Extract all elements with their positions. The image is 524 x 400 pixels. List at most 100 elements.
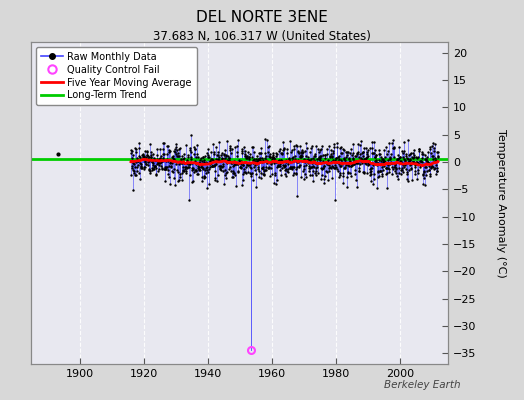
Point — [179, 167, 187, 174]
Point — [253, 152, 261, 159]
Point — [235, 160, 244, 166]
Point — [184, 164, 193, 170]
Point — [163, 164, 171, 170]
Point — [368, 150, 376, 156]
Point — [332, 154, 340, 161]
Point — [221, 167, 230, 173]
Point — [284, 169, 292, 175]
Point — [264, 149, 272, 155]
Point — [321, 152, 329, 159]
Point — [274, 163, 282, 169]
Point — [259, 166, 267, 172]
Point — [365, 168, 374, 175]
Point — [406, 151, 414, 157]
Point — [129, 168, 138, 174]
Point — [285, 156, 293, 162]
Point — [194, 164, 202, 171]
Point — [166, 181, 174, 188]
Point — [199, 154, 208, 160]
Point — [141, 148, 149, 154]
Point — [240, 144, 248, 150]
Point — [281, 173, 290, 180]
Point — [232, 159, 241, 166]
Point — [374, 168, 382, 174]
Point — [368, 150, 377, 157]
Point — [385, 169, 394, 176]
Point — [385, 140, 393, 146]
Point — [422, 172, 430, 178]
Point — [202, 170, 210, 176]
Point — [253, 159, 261, 165]
Point — [312, 172, 320, 178]
Point — [166, 160, 174, 166]
Point — [303, 157, 311, 163]
Point — [347, 146, 356, 152]
Point — [150, 157, 159, 163]
Point — [322, 167, 330, 174]
Point — [269, 154, 277, 160]
Point — [134, 162, 142, 169]
Point — [331, 162, 340, 168]
Point — [409, 149, 417, 156]
Point — [181, 164, 189, 170]
Point — [268, 156, 277, 162]
Point — [132, 149, 140, 155]
Point — [160, 166, 169, 172]
Point — [383, 170, 391, 176]
Point — [181, 168, 190, 174]
Point — [197, 154, 205, 161]
Point — [232, 161, 240, 168]
Point — [281, 167, 290, 173]
Point — [415, 146, 423, 152]
Point — [386, 155, 394, 162]
Point — [136, 160, 144, 166]
Point — [323, 159, 332, 165]
Point — [405, 159, 413, 165]
Point — [359, 169, 367, 175]
Point — [319, 152, 328, 158]
Point — [234, 168, 242, 175]
Point — [403, 168, 412, 175]
Point — [246, 160, 254, 167]
Point — [210, 162, 218, 168]
Point — [227, 160, 235, 166]
Point — [257, 150, 265, 156]
Point — [302, 157, 311, 163]
Point — [204, 154, 212, 161]
Point — [170, 156, 178, 162]
Point — [160, 151, 168, 158]
Point — [358, 148, 367, 155]
Point — [423, 167, 432, 174]
Point — [211, 177, 219, 183]
Point — [406, 156, 414, 162]
Point — [147, 152, 155, 158]
Point — [241, 169, 249, 175]
Point — [248, 170, 256, 176]
Point — [128, 165, 136, 172]
Point — [358, 150, 366, 156]
Point — [326, 154, 334, 160]
Point — [194, 164, 203, 170]
Point — [156, 146, 164, 152]
Point — [353, 160, 361, 166]
Point — [196, 161, 204, 167]
Point — [241, 152, 249, 159]
Point — [163, 150, 171, 157]
Point — [327, 158, 335, 165]
Point — [172, 144, 180, 150]
Point — [395, 155, 403, 162]
Point — [308, 172, 316, 178]
Point — [139, 153, 148, 160]
Point — [342, 162, 351, 168]
Point — [272, 177, 281, 183]
Point — [342, 149, 350, 155]
Point — [317, 165, 325, 171]
Point — [154, 168, 162, 174]
Point — [378, 166, 387, 173]
Point — [144, 156, 152, 162]
Point — [130, 161, 138, 168]
Point — [311, 153, 319, 160]
Point — [163, 158, 172, 164]
Point — [213, 152, 222, 158]
Point — [325, 161, 333, 168]
